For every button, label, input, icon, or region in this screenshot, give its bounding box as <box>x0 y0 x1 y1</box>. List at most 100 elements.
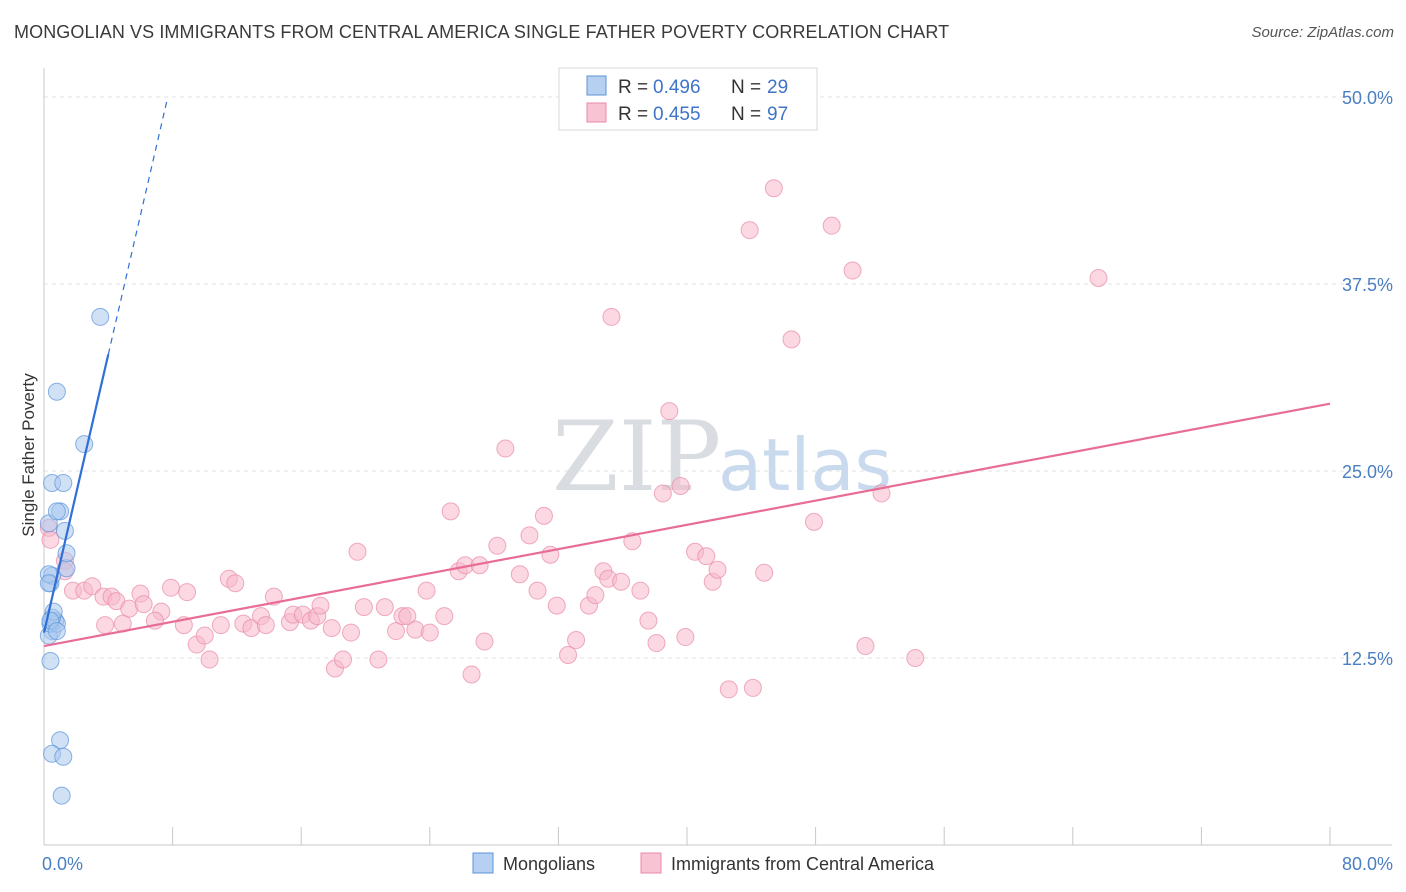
immigrants-point <box>83 577 102 596</box>
mongolians-point <box>91 307 110 326</box>
mongolians-trend-line <box>42 354 110 633</box>
immigrants-point <box>671 476 690 495</box>
immigrants-point <box>755 563 774 582</box>
bottom-legend-label: Mongolians <box>503 854 595 874</box>
immigrants-point <box>520 526 539 545</box>
immigrants-point <box>639 611 658 630</box>
immigrants-point <box>822 216 841 235</box>
immigrants-trend-line <box>43 402 1331 648</box>
legend-n-label: N = <box>731 77 761 98</box>
immigrants-point <box>475 632 494 651</box>
immigrants-point <box>420 623 439 642</box>
legend-n-value: 29 <box>767 77 788 98</box>
bottom-legend: Mongolians Immigrants from Central Ameri… <box>472 852 935 874</box>
x-tick-labels: 0.0% 80.0% <box>42 854 1393 874</box>
y-tick-label: 50.0% <box>1342 88 1393 108</box>
immigrants-point <box>178 583 197 602</box>
immigrants-point <box>782 330 801 349</box>
mongolians-point <box>55 521 74 540</box>
trend-lines <box>42 96 1331 648</box>
immigrants-point <box>441 502 460 521</box>
immigrants-point <box>1089 269 1108 288</box>
gridlines <box>44 96 1392 659</box>
watermark-zip: ZIP <box>552 401 721 513</box>
immigrants-point <box>134 595 153 614</box>
axes <box>43 68 1392 846</box>
source-credit: Source: ZipAtlas.com <box>1251 24 1394 41</box>
immigrants-point <box>462 665 481 684</box>
immigrants-point <box>528 581 547 600</box>
immigrants-point <box>417 581 436 600</box>
immigrants-point <box>843 261 862 280</box>
immigrants-point <box>547 596 566 615</box>
immigrants-point <box>311 596 330 615</box>
mongolians-point <box>47 382 66 401</box>
immigrants-point <box>586 586 605 605</box>
series-immigrants-points <box>39 179 1108 699</box>
immigrants-point <box>660 402 679 421</box>
immigrants-point <box>740 221 759 240</box>
immigrants-point <box>697 547 716 566</box>
immigrants-point <box>387 622 406 641</box>
immigrants-point <box>510 565 529 584</box>
legend-r-value: 0.496 <box>653 77 701 98</box>
immigrants-point <box>804 512 823 531</box>
bottom-legend-swatch-mongolians <box>472 852 494 874</box>
immigrants-point <box>354 598 373 617</box>
watermark: ZIP atlas <box>552 401 892 513</box>
bottom-legend-swatch-immigrants <box>640 852 662 874</box>
immigrants-point <box>602 307 621 326</box>
immigrants-point <box>719 680 738 699</box>
immigrants-point <box>369 650 388 669</box>
mongolians-point <box>75 435 94 454</box>
immigrants-point <box>348 542 367 561</box>
y-tick-labels: 12.5% 25.0% 37.5% 50.0% <box>1342 88 1393 669</box>
immigrants-point <box>653 484 672 503</box>
immigrants-point <box>559 646 578 665</box>
mongolians-point <box>47 622 66 641</box>
legend-swatch-immigrants <box>586 102 607 123</box>
legend-r-label: R = <box>618 104 648 125</box>
mongolians-point <box>41 651 60 670</box>
mongolians-point <box>52 786 71 805</box>
immigrants-point <box>708 560 727 579</box>
y-tick-label: 12.5% <box>1342 649 1393 669</box>
x-tick-label: 0.0% <box>42 854 83 874</box>
immigrants-point <box>375 598 394 617</box>
immigrants-point <box>631 581 650 600</box>
chart-title: MONGOLIAN VS IMMIGRANTS FROM CENTRAL AME… <box>14 22 950 42</box>
immigrants-point <box>488 536 507 555</box>
mongolians-point <box>47 502 66 521</box>
immigrants-point <box>906 649 925 667</box>
x-tick-label: 80.0% <box>1342 854 1393 874</box>
immigrants-point <box>195 626 214 645</box>
immigrants-point <box>96 616 115 635</box>
immigrants-point <box>41 530 60 549</box>
legend-n-label: N = <box>731 104 761 125</box>
immigrants-point <box>333 650 352 669</box>
mongolians-trend-extension <box>107 96 169 355</box>
watermark-atlas: atlas <box>718 423 892 507</box>
immigrants-point <box>435 607 454 626</box>
immigrants-point <box>764 179 783 198</box>
mongolians-point <box>54 473 73 492</box>
legend-n-value: 97 <box>767 104 788 125</box>
legend: R = 0.496 N = 29 R = 0.455 N = 97 <box>558 67 818 131</box>
immigrants-point <box>534 506 553 525</box>
immigrants-point <box>612 572 631 591</box>
immigrants-point <box>647 634 666 653</box>
immigrants-point <box>856 637 875 656</box>
immigrants-point <box>161 578 180 597</box>
immigrants-point <box>226 574 245 593</box>
immigrants-point <box>676 628 695 647</box>
immigrants-point <box>567 631 586 650</box>
legend-swatch-mongolians <box>586 75 607 96</box>
mongolians-point <box>54 747 73 766</box>
immigrants-point <box>496 439 515 458</box>
y-tick-label: 25.0% <box>1342 462 1393 482</box>
y-axis-label: Single Father Poverty <box>19 373 38 537</box>
immigrants-point <box>200 650 219 669</box>
immigrants-point <box>743 678 762 697</box>
immigrants-point <box>211 616 230 635</box>
